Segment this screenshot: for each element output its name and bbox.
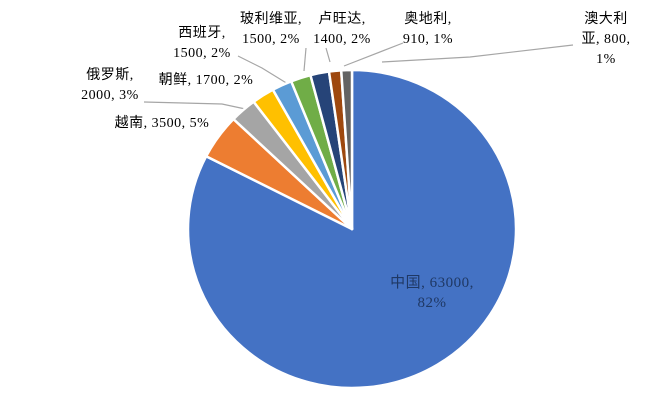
leader-line-spain <box>237 55 289 85</box>
leader-line-australia <box>381 44 574 63</box>
leader-line-rwanda <box>325 47 331 63</box>
leader-line-russia <box>143 101 251 111</box>
pie-slice-australia <box>339 68 354 231</box>
leader-line-bolivia <box>303 47 307 72</box>
leader-line-austria <box>343 42 404 67</box>
